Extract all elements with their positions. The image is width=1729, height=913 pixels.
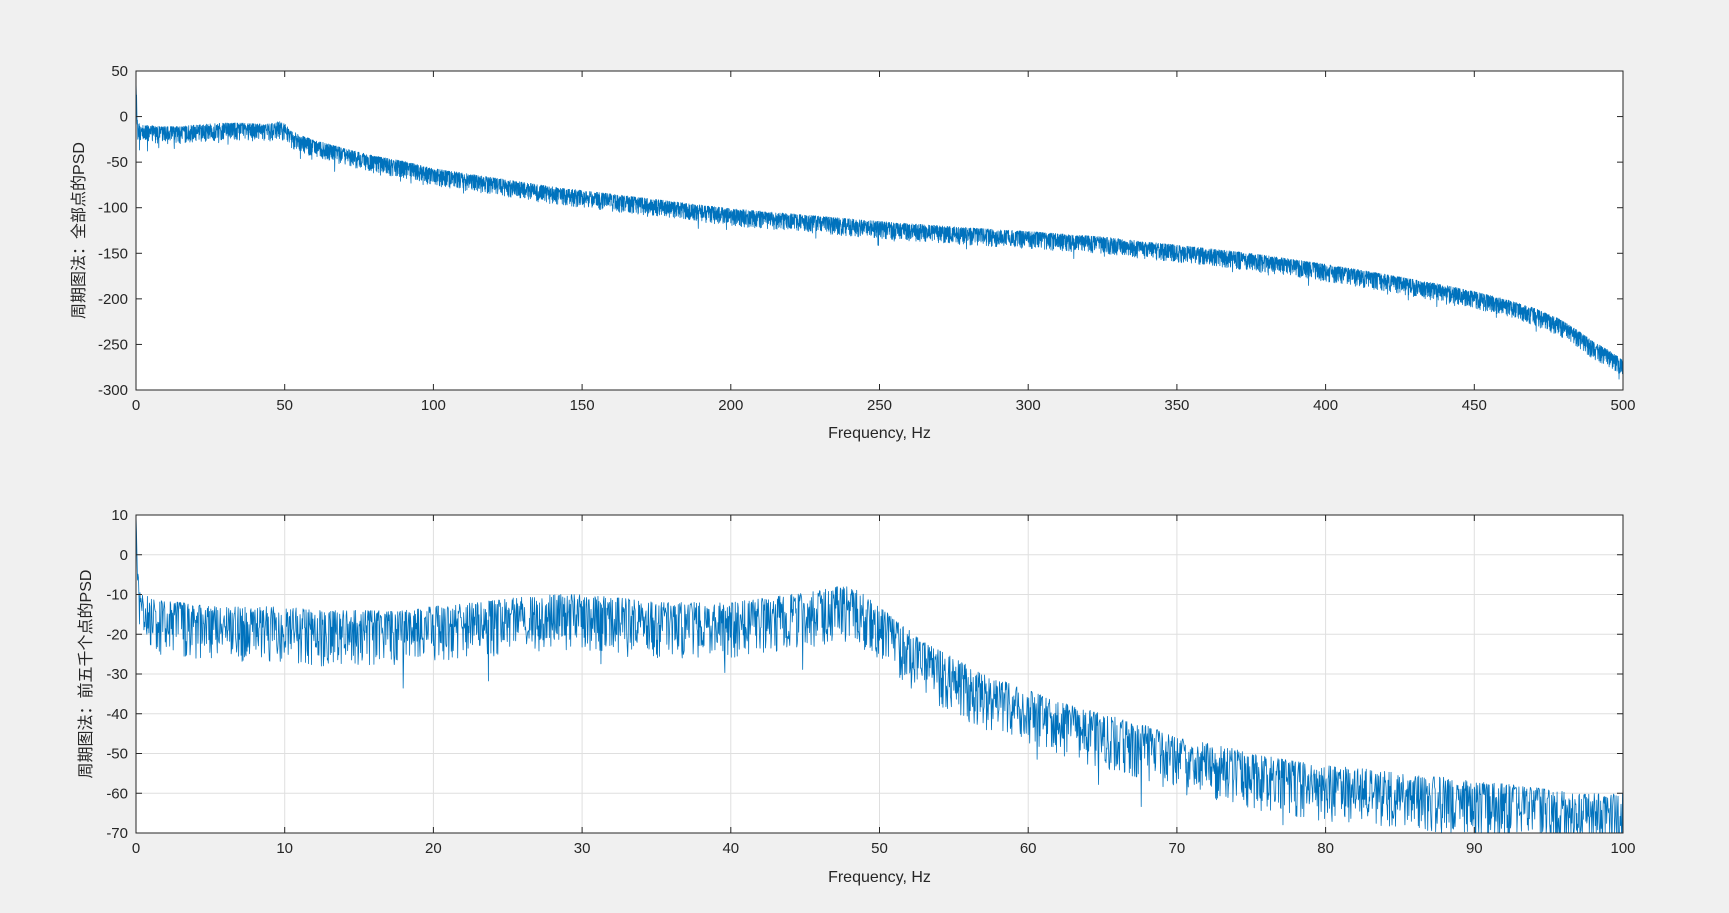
x-tick-label: 250 <box>867 397 892 414</box>
y-tick-label: -60 <box>106 785 128 802</box>
y-tick-labels: 10 0 -10 -20 -30 -40 -50 -60 -70 <box>106 507 128 842</box>
y-tick-label: 0 <box>120 547 128 564</box>
x-tick-label: 0 <box>132 397 140 414</box>
x-tick-label: 300 <box>1016 397 1041 414</box>
tick-marks <box>135 514 1624 834</box>
x-tick-label: 90 <box>1466 840 1483 857</box>
x-tick-label: 200 <box>718 397 743 414</box>
y-tick-label: -150 <box>98 245 128 262</box>
grid-lines <box>136 515 1623 833</box>
psd-series-line <box>135 80 1624 380</box>
x-axis-label: Frequency, Hz <box>828 425 931 442</box>
y-axis-label: 周期图法：全部点的PSD <box>70 142 88 319</box>
x-tick-label: 30 <box>574 840 591 857</box>
y-tick-label: -10 <box>106 587 128 604</box>
y-tick-label: -20 <box>106 626 128 643</box>
psd-series-line <box>135 514 1624 834</box>
psd-all-points-plot: 0 50 100 150 200 250 300 350 400 450 500 500-50-10… <box>70 63 1636 442</box>
x-tick-label: 40 <box>722 840 739 857</box>
x-tick-label: 10 <box>276 840 293 857</box>
y-tick-label: 50 <box>111 63 128 80</box>
x-tick-label: 150 <box>570 397 595 414</box>
x-tick-label: 500 <box>1610 397 1635 414</box>
y-tick-label: 0 <box>120 109 128 126</box>
x-tick-label: 50 <box>276 397 293 414</box>
x-tick-label: 20 <box>425 840 442 857</box>
y-tick-label: -30 <box>106 666 128 683</box>
y-axis-label: 周期图法：前五千个点的PSD <box>77 570 95 779</box>
x-tick-label: 100 <box>421 397 446 414</box>
x-tick-label: 400 <box>1313 397 1338 414</box>
y-tick-label: -50 <box>106 746 128 763</box>
y-tick-label: -200 <box>98 291 128 308</box>
y-tick-label: -50 <box>106 154 128 171</box>
y-tick-label: -250 <box>98 336 128 353</box>
y-tick-labels: 50 0 -50 -100 -150 -200 -250 -300 <box>98 63 128 399</box>
data-series <box>135 514 1624 834</box>
data-series <box>135 80 1624 380</box>
x-tick-label: 350 <box>1164 397 1189 414</box>
x-tick-label: 50 <box>871 840 888 857</box>
x-tick-labels: 0 10 20 30 40 50 60 70 80 90 100 <box>132 840 1636 857</box>
x-tick-label: 80 <box>1317 840 1334 857</box>
x-tick-label: 70 <box>1169 840 1186 857</box>
tick-marks <box>135 70 1624 391</box>
x-tick-label: 60 <box>1020 840 1037 857</box>
y-tick-label: -100 <box>98 200 128 217</box>
y-tick-label: -40 <box>106 706 128 723</box>
x-tick-label: 450 <box>1462 397 1487 414</box>
y-tick-label: -70 <box>106 825 128 842</box>
x-tick-labels: 0 50 100 150 200 250 300 350 400 450 500 <box>132 397 1636 414</box>
x-axis-label: Frequency, Hz <box>828 869 931 886</box>
x-tick-label: 0 <box>132 840 140 857</box>
y-tick-label: 10 <box>111 507 128 524</box>
x-tick-label: 100 <box>1610 840 1635 857</box>
psd-first-5000-points-plot: 0 10 20 30 40 50 60 70 80 90 100 100-10-20-30-40-5… <box>77 507 1636 886</box>
y-tick-label: -300 <box>98 382 128 399</box>
